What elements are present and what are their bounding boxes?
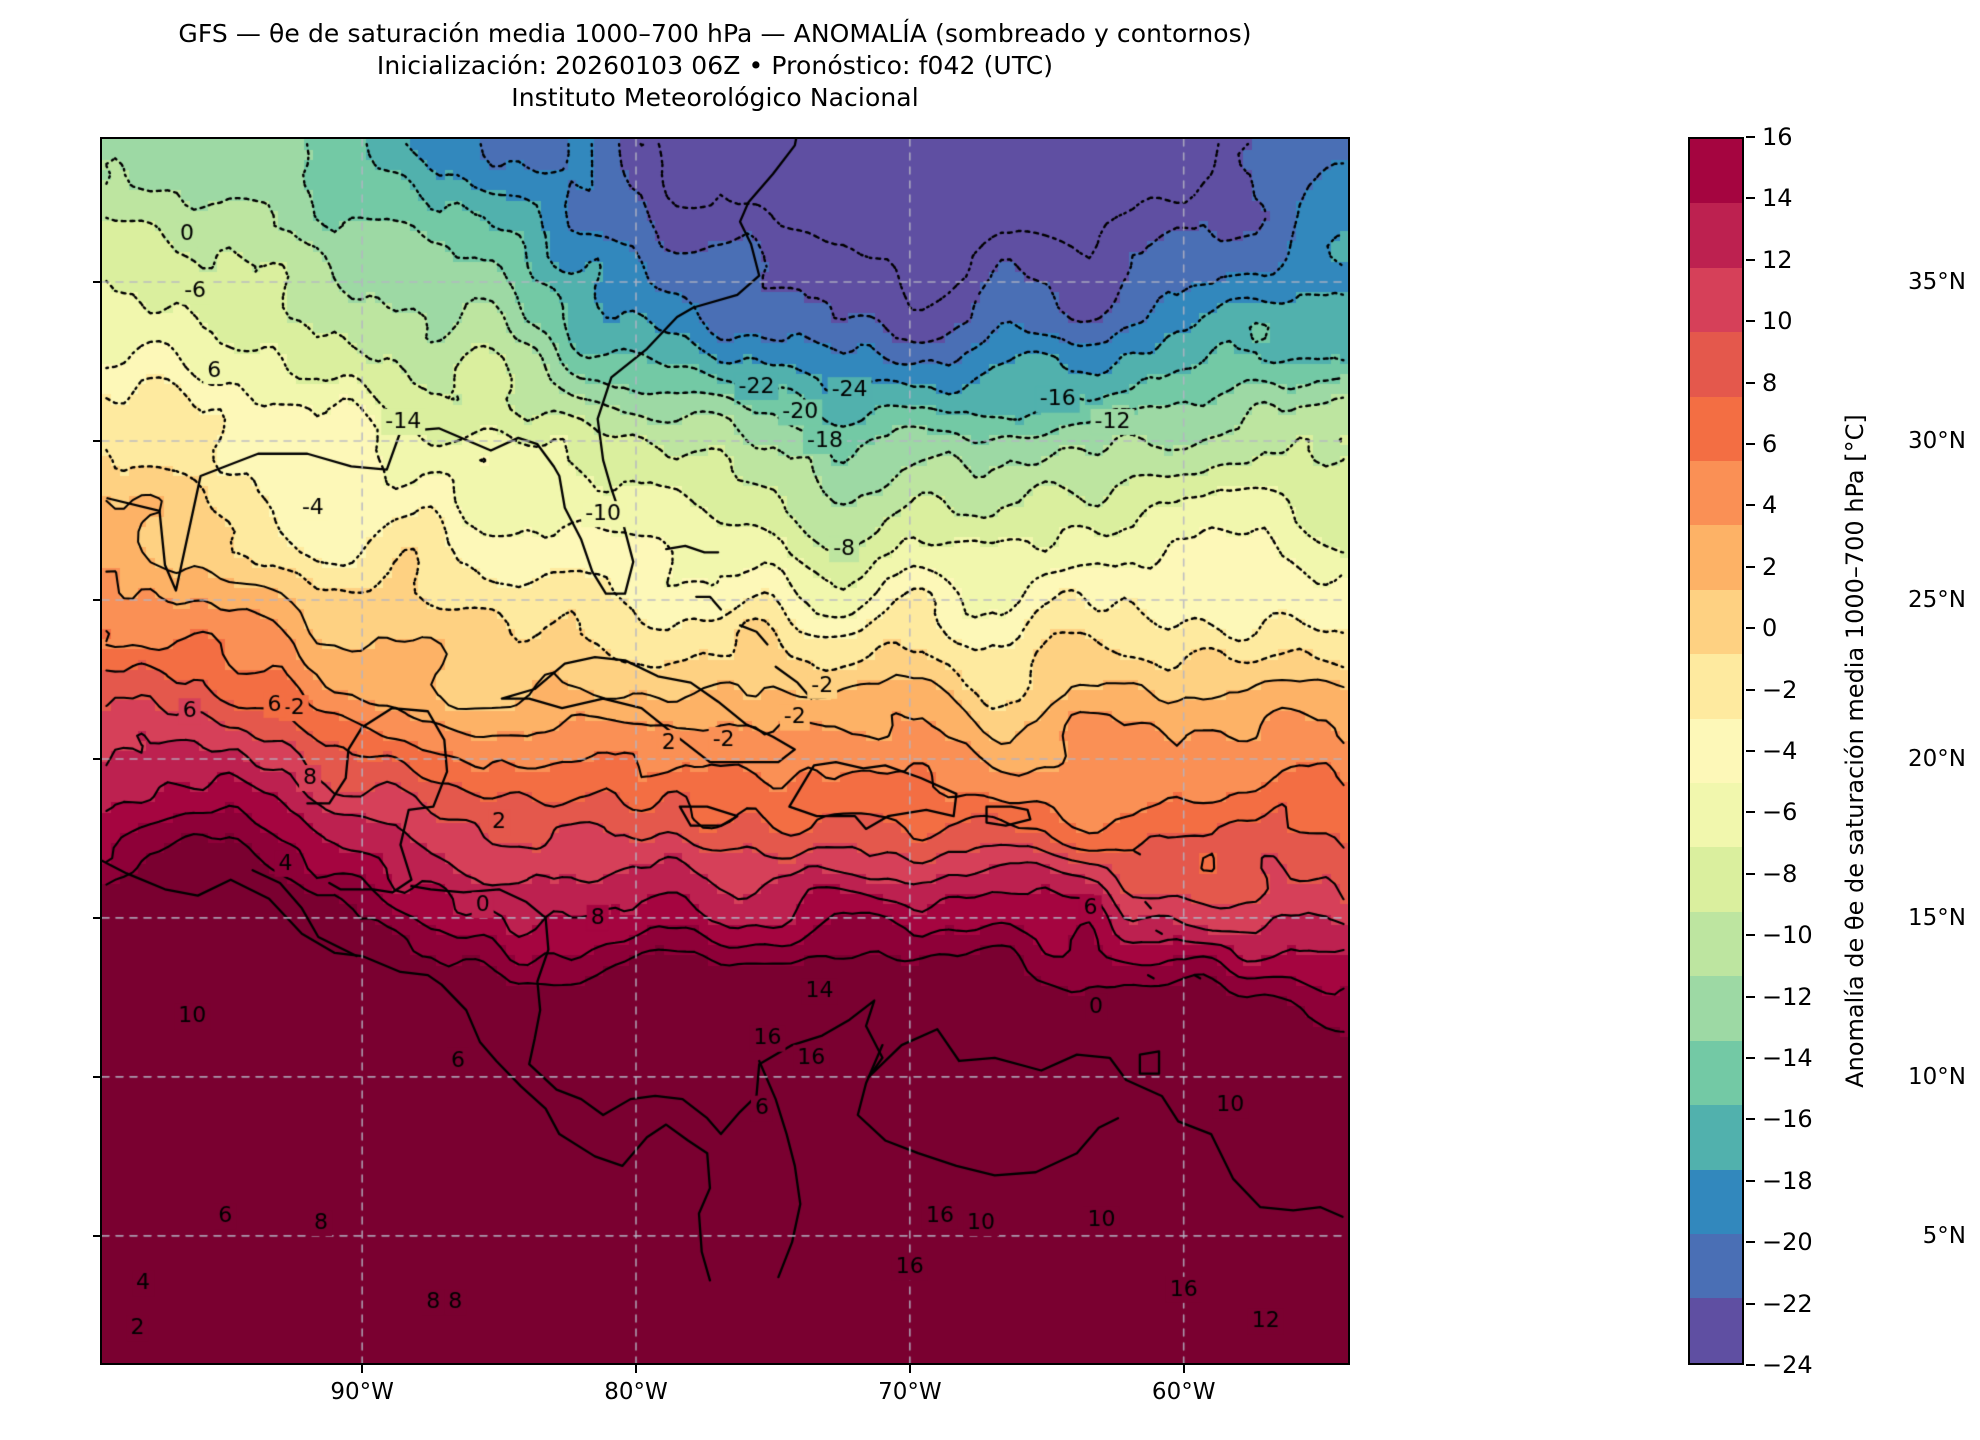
colorbar-tick-label: −8: [1762, 859, 1798, 888]
colorbar-tick-label: 12: [1762, 245, 1793, 274]
colorbar-segment: [1690, 203, 1742, 268]
title-attribution: Instituto Meteorológico Nacional: [511, 83, 919, 112]
colorbar-tickmark: [1746, 320, 1755, 323]
colorbar-tickmark: [1746, 443, 1755, 445]
latitude-tickmark: [93, 440, 101, 443]
colorbar-tick-label: 4: [1762, 491, 1778, 520]
colorbar-tick-label: −20: [1762, 1228, 1813, 1257]
latitude-tick-label: 25°N: [1908, 586, 1966, 613]
colorbar-label-text: Anomalía de θe de saturación media 1000–…: [1841, 414, 1869, 1088]
latitude-tickmark: [93, 1234, 101, 1237]
colorbar-tick-label: 10: [1762, 307, 1793, 336]
colorbar-segment: [1690, 718, 1742, 784]
colorbar-segment: [1690, 396, 1742, 462]
colorbar-segment: [1690, 654, 1742, 719]
colorbar-segment: [1690, 525, 1742, 590]
latitude-tick-label: 10°N: [1908, 1063, 1966, 1090]
colorbar-tickmark: [1746, 1118, 1755, 1121]
latitude-tickmark: [93, 1075, 101, 1078]
map-plot-area[interactable]: [100, 137, 1350, 1365]
latitude-tick-label: 30°N: [1908, 428, 1966, 455]
latitude-tick-label: 5°N: [1922, 1222, 1966, 1249]
colorbar-tickmark: [1746, 504, 1755, 507]
latitude-tickmark: [93, 281, 101, 284]
colorbar-axis-label: Anomalía de θe de saturación media 1000–…: [1838, 137, 1872, 1365]
colorbar-tickmark: [1746, 750, 1755, 752]
figure-title-block: GFS — θe de saturación media 1000–700 hP…: [0, 18, 1430, 114]
colorbar-tick-label: −4: [1762, 737, 1798, 765]
colorbar-segment: [1690, 589, 1742, 655]
colorbar-segment: [1690, 1105, 1742, 1170]
colorbar-tick-label: 8: [1762, 368, 1778, 397]
colorbar-tick-label: −16: [1762, 1105, 1813, 1134]
colorbar-tick-label: 0: [1762, 614, 1778, 643]
title-subtitle-init-forecast: Inicialización: 20260103 06Z • Pronóstic…: [376, 51, 1054, 80]
colorbar-segment: [1690, 1040, 1742, 1106]
colorbar-tick-label: 6: [1762, 430, 1778, 458]
colorbar-tick-label: 2: [1762, 552, 1778, 581]
longitude-tick-label: 70°W: [878, 1379, 942, 1405]
anomaly-heatmap-canvas: [102, 139, 1348, 1363]
colorbar-tickmark: [1746, 1241, 1755, 1244]
colorbar-tickmark: [1746, 872, 1755, 875]
colorbar-tickmark: [1746, 197, 1755, 200]
colorbar-segment: [1690, 911, 1742, 977]
colorbar-segment: [1690, 267, 1742, 333]
colorbar-tickmark: [1746, 136, 1755, 138]
colorbar-segment: [1690, 783, 1742, 848]
colorbar-segment: [1690, 976, 1742, 1041]
colorbar-tickmark: [1746, 1179, 1755, 1182]
colorbar-tickmark: [1746, 934, 1755, 937]
colorbar-tickmark: [1746, 688, 1755, 691]
colorbar-segment: [1690, 1169, 1742, 1234]
colorbar-segment: [1690, 332, 1742, 397]
latitude-tickmark: [93, 598, 101, 601]
colorbar-tickmark: [1746, 627, 1755, 630]
longitude-tickmark: [635, 1365, 637, 1373]
latitude-tick-label: 35°N: [1908, 269, 1966, 296]
latitude-tickmark: [93, 757, 101, 760]
longitude-tickmark: [361, 1365, 364, 1373]
latitude-tickmark: [93, 916, 101, 919]
page-title: GFS — θe de saturación media 1000–700 hP…: [178, 19, 1252, 48]
colorbar-segment: [1690, 139, 1742, 204]
longitude-tickmark: [1182, 1365, 1185, 1373]
latitude-tick-label: 15°N: [1908, 904, 1966, 931]
colorbar-tickmark: [1746, 258, 1755, 261]
colorbar-tickmark: [1746, 811, 1755, 814]
colorbar-segment: [1690, 847, 1742, 912]
colorbar-tickmark: [1746, 1364, 1755, 1366]
colorbar-tick-label: −14: [1762, 1044, 1813, 1072]
latitude-tick-label: 20°N: [1908, 745, 1966, 772]
colorbar-segment: [1690, 1298, 1742, 1363]
colorbar-tick-label: −6: [1762, 798, 1798, 827]
colorbar-tick-label: 14: [1762, 184, 1793, 213]
colorbar-tick-label: −12: [1762, 982, 1813, 1011]
colorbar-tick-label: −10: [1762, 921, 1813, 950]
colorbar-tickmark: [1746, 1302, 1755, 1305]
colorbar[interactable]: [1688, 137, 1744, 1365]
colorbar-tickmark: [1746, 381, 1755, 384]
colorbar-tick-label: −2: [1762, 675, 1798, 704]
longitude-tick-label: 80°W: [604, 1379, 668, 1405]
colorbar-tick-label: −24: [1762, 1351, 1813, 1379]
colorbar-tickmark: [1746, 565, 1755, 568]
colorbar-tick-label: −22: [1762, 1289, 1813, 1318]
colorbar-tick-label: −18: [1762, 1166, 1813, 1195]
colorbar-segment: [1690, 1233, 1742, 1299]
colorbar-segment: [1690, 461, 1742, 526]
longitude-tickmark: [908, 1365, 911, 1373]
colorbar-tickmark: [1746, 995, 1755, 998]
longitude-tick-label: 90°W: [330, 1379, 394, 1405]
colorbar-tick-label: 16: [1762, 123, 1793, 151]
longitude-tick-label: 60°W: [1151, 1379, 1216, 1405]
colorbar-tickmark: [1746, 1057, 1755, 1059]
